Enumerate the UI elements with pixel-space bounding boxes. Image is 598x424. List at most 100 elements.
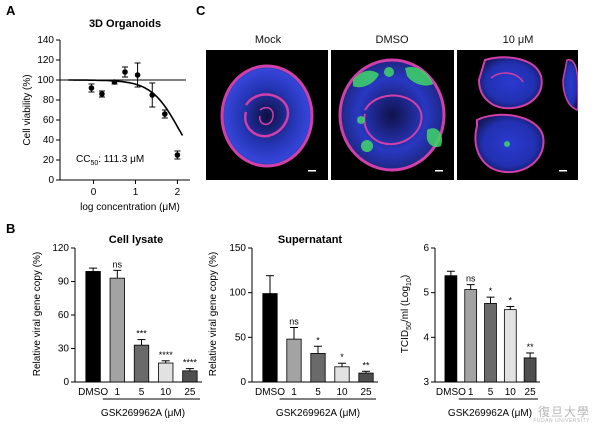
significance-label: **** — [183, 358, 198, 368]
y-tick-label: 3 — [423, 377, 429, 388]
x-tick-label: 10 — [336, 387, 348, 398]
data-point — [162, 111, 168, 117]
y-tick-label: 50 — [235, 332, 247, 343]
bar — [503, 309, 517, 383]
data-point — [122, 69, 128, 75]
y-tick-label: 120 — [37, 55, 54, 66]
y-tick-label: 60 — [58, 310, 70, 321]
panel-b-tcid50-chart: TCID50/ml (Log10) GSK269962A (μM) 3 4 5 6 DM… — [400, 243, 540, 419]
y-tick-label: 100 — [229, 288, 246, 299]
x-tick-label: 2 — [175, 187, 181, 198]
panel-b-supernatant-chart: Supernatant Relative viral gene copy (%)… — [208, 234, 378, 419]
chart-b2-ylabel: Relative viral gene copy (%) — [208, 252, 219, 377]
bar — [310, 353, 326, 383]
y-tick-label: 140 — [37, 35, 54, 46]
significance-label: * — [340, 352, 344, 362]
x-tick-label: 1 — [291, 387, 297, 398]
bar — [158, 362, 174, 383]
panel-b-cell-lysate-chart: Cell lysate Relative viral gene copy (%)… — [32, 234, 202, 419]
panel-label-c: C — [196, 3, 206, 18]
data-point — [99, 91, 105, 97]
x-tick-label: 10 — [505, 387, 517, 398]
significance-label: * — [316, 335, 320, 345]
y-tick-label: 4 — [423, 332, 429, 343]
chart-b1-ylabel: Relative viral gene copy (%) — [32, 252, 43, 377]
significance-label: **** — [159, 350, 174, 360]
watermark-subtext: FUDAN UNIVERSITY — [533, 418, 590, 424]
panel-label-b: B — [6, 221, 15, 236]
bar — [109, 277, 125, 383]
bar — [444, 275, 458, 383]
significance-label: *** — [136, 329, 147, 339]
bar — [85, 271, 101, 383]
significance-label: ns — [466, 274, 476, 284]
chart-a-annotation: CC50: 111.3 μM — [76, 154, 144, 167]
significance-label: * — [489, 286, 493, 296]
panel-label-a: A — [6, 3, 16, 18]
bar — [358, 372, 374, 383]
chart-b2-title: Supernatant — [278, 234, 343, 246]
significance-label: ns — [113, 259, 123, 269]
y-tick-label: 0 — [240, 377, 246, 388]
x-tick-label: 1 — [133, 187, 139, 198]
micrograph-mock — [206, 50, 328, 180]
bar — [523, 357, 537, 383]
y-tick-label: 5 — [423, 288, 429, 299]
micro-label-mock: Mock — [254, 34, 282, 46]
y-tick-label: 40 — [43, 135, 55, 146]
y-tick-label: 100 — [37, 75, 54, 86]
x-tick-label: 1 — [468, 387, 474, 398]
y-tick-label: 0 — [48, 175, 54, 186]
x-tick-label: 25 — [184, 387, 196, 398]
x-tick-label: 0 — [91, 187, 97, 198]
y-tick-label: 6 — [423, 243, 429, 254]
chart-a-xlabel: log concentration (μM) — [80, 202, 180, 213]
chart-b2-group-label: GSK269962A (μM) — [276, 408, 360, 419]
y-tick-label: 60 — [43, 115, 55, 126]
data-point — [134, 72, 141, 78]
x-tick-label: DMSO — [78, 387, 108, 398]
x-tick-label: 10 — [160, 387, 172, 398]
organoid-mock-image — [220, 64, 316, 172]
organoid-dmso-image — [338, 58, 446, 172]
bar — [182, 370, 198, 383]
micrograph-10um — [457, 50, 578, 180]
y-tick-label: 150 — [229, 243, 246, 254]
y-tick-label: 80 — [43, 95, 55, 106]
significance-label: * — [509, 296, 513, 306]
y-tick-label: 30 — [58, 344, 70, 355]
bar — [464, 289, 478, 383]
bar — [262, 293, 278, 383]
x-tick-label: 25 — [360, 387, 372, 398]
x-tick-label: 1 — [115, 387, 121, 398]
watermark-text: 復旦大學 — [537, 405, 590, 419]
bar — [484, 302, 497, 383]
y-tick-label: 120 — [52, 243, 69, 254]
data-point — [149, 92, 156, 98]
x-tick-label: 5 — [139, 387, 145, 398]
y-tick-label: 0 — [63, 377, 69, 388]
bar — [334, 366, 350, 383]
y-tick-label: 90 — [58, 277, 70, 288]
significance-label: ** — [362, 360, 370, 370]
x-tick-label: 5 — [488, 387, 494, 398]
organoid-10um-image — [474, 56, 578, 174]
x-tick-label: 5 — [315, 387, 321, 398]
data-point — [111, 79, 118, 85]
significance-label: ** — [527, 342, 535, 352]
data-point — [174, 152, 181, 158]
bar — [286, 338, 302, 383]
bar — [133, 344, 150, 383]
chart-b1-title: Cell lysate — [109, 234, 163, 246]
chart-a-ylabel: Cell viability (%) — [22, 74, 33, 145]
micro-label-dmso: DMSO — [375, 34, 409, 46]
micro-label-10um: 10 μM — [502, 34, 534, 46]
x-tick-label: DMSO — [436, 387, 466, 398]
chart-b3-group-label: GSK269962A (μM) — [448, 408, 532, 419]
chart-b3-ylabel: TCID50/ml (Log10) — [400, 275, 413, 353]
data-point — [88, 85, 95, 91]
micrograph-dmso — [331, 50, 454, 180]
fit-curve — [68, 79, 184, 136]
